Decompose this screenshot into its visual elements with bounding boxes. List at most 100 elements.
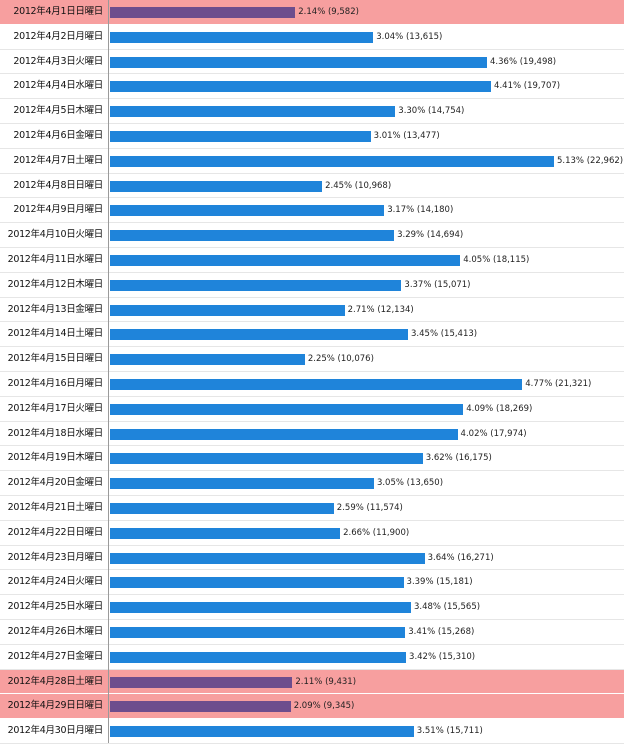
chart-row: 2012年4月8日日曜日 2.45% (10,968) <box>0 174 624 199</box>
bar[interactable] <box>110 255 461 266</box>
chart-row: 2012年4月18日水曜日 4.02% (17,974) <box>0 422 624 447</box>
category-label: 2012年4月17日火曜日 <box>7 402 104 414</box>
category-label: 2012年4月28日土曜日 <box>7 675 104 687</box>
chart-row: 2012年4月17日火曜日 4.09% (18,269) <box>0 397 624 422</box>
bar[interactable] <box>110 552 425 564</box>
bar[interactable] <box>110 304 345 316</box>
category-label: 2012年4月16日月曜日 <box>7 378 104 389</box>
value-label: 5.13% (22,962) <box>557 155 624 166</box>
bar[interactable] <box>110 403 464 415</box>
category-label: 2012年4月10日火曜日 <box>7 229 104 241</box>
category-label: 2012年4月24日火曜日 <box>7 576 104 588</box>
value-label: 3.37% (15,071) <box>404 279 471 290</box>
bar[interactable] <box>110 726 414 738</box>
bar[interactable] <box>110 478 374 490</box>
category-label: 2012年4月20日金曜日 <box>7 477 104 489</box>
category-label: 2012年4月2日月曜日 <box>13 30 103 42</box>
category-label: 2012年4月12日木曜日 <box>7 278 104 290</box>
category-label: 2012年4月11日水曜日 <box>7 254 104 265</box>
category-label: 2012年4月3日火曜日 <box>13 55 103 67</box>
bar[interactable] <box>110 56 488 68</box>
bar[interactable] <box>110 7 296 18</box>
bar[interactable] <box>110 503 334 514</box>
value-label: 2.45% (10,968) <box>325 180 392 191</box>
chart-row: 2012年4月28日土曜日 2.11% (9,431) <box>0 669 624 695</box>
chart-row: 2012年4月1日日曜日 2.14% (9,582) <box>0 0 624 25</box>
bar[interactable] <box>110 81 492 93</box>
value-label: 4.77% (21,321) <box>525 379 592 389</box>
value-label: 3.45% (15,413) <box>411 329 478 340</box>
bar[interactable] <box>110 131 371 142</box>
value-label: 3.29% (14,694) <box>397 230 464 241</box>
value-label: 2.25% (10,076) <box>307 354 374 365</box>
chart-row: 2012年4月5日木曜日 3.30% (14,754) <box>0 99 624 124</box>
bar[interactable] <box>110 428 458 440</box>
category-label: 2012年4月15日日曜日 <box>7 353 104 365</box>
category-label: 2012年4月23日月曜日 <box>7 551 104 563</box>
value-label: 3.01% (13,477) <box>373 131 440 141</box>
bar[interactable] <box>110 230 395 242</box>
category-axis <box>108 0 109 743</box>
chart-row: 2012年4月12日木曜日 3.37% (15,071) <box>0 273 624 298</box>
chart-row: 2012年4月19日木曜日 3.62% (16,175) <box>0 446 624 472</box>
chart-row: 2012年4月9日月曜日 3.17% (14,180) <box>0 198 624 224</box>
category-label: 2012年4月4日水曜日 <box>13 80 103 92</box>
chart-row: 2012年4月4日水曜日 4.41% (19,707) <box>0 74 624 100</box>
chart-row: 2012年4月7日土曜日 5.13% (22,962) <box>0 149 624 174</box>
category-label: 2012年4月8日日曜日 <box>13 179 103 191</box>
chart-row: 2012年4月3日火曜日 4.36% (19,498) <box>0 50 624 75</box>
bar[interactable] <box>110 205 385 217</box>
chart-row: 2012年4月24日火曜日 3.39% (15,181) <box>0 570 624 596</box>
value-label: 3.39% (15,181) <box>406 577 473 588</box>
bar[interactable] <box>110 379 523 390</box>
bar[interactable] <box>110 676 293 688</box>
value-label: 3.51% (15,711) <box>416 726 483 737</box>
chart-row: 2012年4月22日日曜日 2.66% (11,900) <box>0 521 624 546</box>
category-label: 2012年4月13日金曜日 <box>7 303 104 315</box>
bar[interactable] <box>110 602 411 614</box>
bar[interactable] <box>110 627 406 638</box>
chart-row: 2012年4月13日金曜日 2.71% (12,134) <box>0 298 624 323</box>
category-label: 2012年4月19日木曜日 <box>7 452 104 464</box>
bar[interactable] <box>110 106 396 118</box>
value-label: 3.62% (16,175) <box>425 453 492 464</box>
chart-row: 2012年4月29日日曜日 2.09% (9,345) <box>0 694 624 720</box>
category-label: 2012年4月29日日曜日 <box>7 700 104 712</box>
value-label: 2.14% (9,582) <box>298 7 359 17</box>
chart-row: 2012年4月16日月曜日 4.77% (21,321) <box>0 372 624 397</box>
category-label: 2012年4月30日月曜日 <box>7 725 104 737</box>
bar[interactable] <box>110 329 409 341</box>
bar[interactable] <box>110 577 404 589</box>
chart-row: 2012年4月15日日曜日 2.25% (10,076) <box>0 347 624 372</box>
value-label: 2.71% (12,134) <box>347 304 414 315</box>
bar[interactable] <box>110 155 554 167</box>
value-label: 3.41% (15,268) <box>408 627 475 637</box>
bar[interactable] <box>110 651 407 663</box>
bar[interactable] <box>110 527 341 539</box>
chart-row: 2012年4月21日土曜日 2.59% (11,574) <box>0 496 624 521</box>
value-label: 4.41% (19,707) <box>494 81 561 92</box>
category-label: 2012年4月5日木曜日 <box>13 105 103 117</box>
value-label: 3.30% (14,754) <box>398 106 465 117</box>
category-label: 2012年4月21日土曜日 <box>7 502 104 513</box>
category-label: 2012年4月18日水曜日 <box>7 427 104 439</box>
chart-row: 2012年4月6日金曜日 3.01% (13,477) <box>0 124 624 149</box>
chart-row: 2012年4月10日火曜日 3.29% (14,694) <box>0 223 624 248</box>
value-label: 4.02% (17,974) <box>460 428 527 439</box>
chart-row: 2012年4月14日土曜日 3.45% (15,413) <box>0 322 624 348</box>
bar[interactable] <box>110 354 305 366</box>
value-label: 2.66% (11,900) <box>343 527 410 538</box>
bar[interactable] <box>110 180 323 192</box>
bar[interactable] <box>110 31 374 43</box>
value-label: 4.05% (18,115) <box>463 255 530 265</box>
chart-row: 2012年4月27日金曜日 3.42% (15,310) <box>0 645 624 670</box>
category-label: 2012年4月7日土曜日 <box>13 154 103 166</box>
value-label: 3.64% (16,271) <box>427 552 494 563</box>
bar[interactable] <box>110 453 423 465</box>
category-label: 2012年4月1日日曜日 <box>13 6 103 17</box>
bar[interactable] <box>110 701 291 713</box>
chart-row: 2012年4月20日金曜日 3.05% (13,650) <box>0 471 624 496</box>
category-label: 2012年4月9日月曜日 <box>13 204 103 216</box>
bar[interactable] <box>110 279 402 291</box>
